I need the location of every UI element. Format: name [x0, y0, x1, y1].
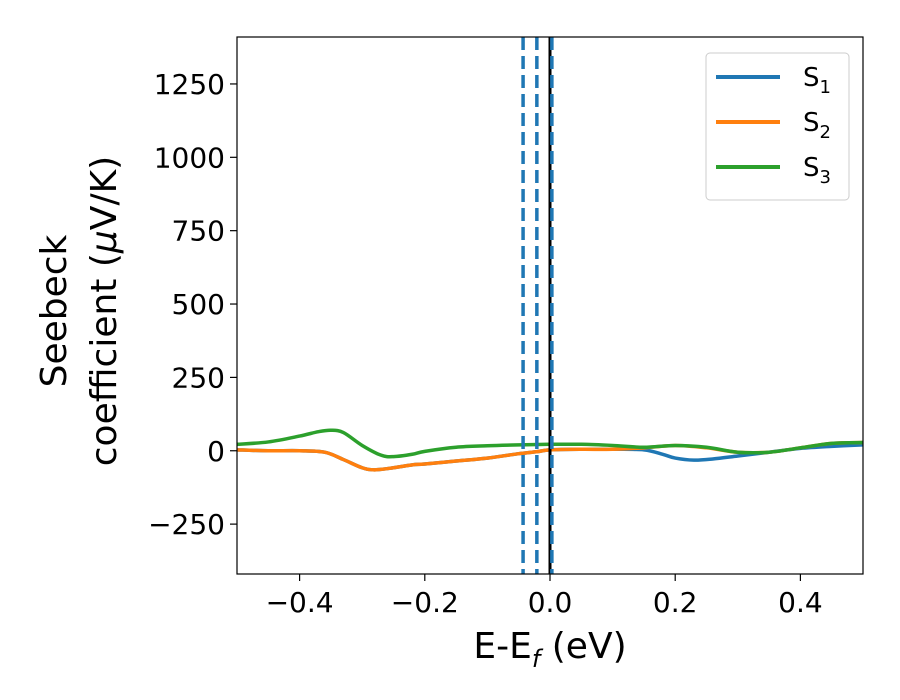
- y-tick-label: 250: [172, 361, 225, 394]
- y-axis-label-line2: coefficient (μV/K): [84, 156, 125, 466]
- x-axis-ticks: −0.4 −0.2 0.0 0.2 0.4: [266, 574, 823, 619]
- series-lines: [237, 428, 863, 472]
- y-axis-label: Seebeck coefficient (μV/K): [34, 156, 125, 466]
- y-axis-label-line1: Seebeck: [34, 234, 75, 387]
- x-axis-label: E-Ef (eV): [473, 626, 626, 673]
- y-tick-label: 1250: [154, 68, 225, 101]
- y-tick-label: −250: [148, 508, 225, 541]
- legend-label-s1: S1: [803, 63, 831, 98]
- y-tick-label: 500: [172, 288, 225, 321]
- legend: S1 S2 S3: [705, 52, 850, 201]
- x-tick-label: −0.2: [391, 586, 459, 619]
- reference-lines: [521, 37, 554, 574]
- legend-box: [705, 52, 850, 201]
- legend-label-s2: S2: [803, 108, 831, 143]
- y-tick-label: 750: [172, 215, 225, 248]
- y-tick-label: 0: [207, 435, 225, 468]
- x-tick-label: 0.4: [778, 586, 823, 619]
- x-tick-label: 0.0: [528, 586, 573, 619]
- series-line-s3: [237, 428, 863, 459]
- y-axis-ticks: −250 0 250 500 750 1000 1250: [148, 68, 237, 541]
- x-tick-label: 0.2: [653, 586, 698, 619]
- y-tick-label: 1000: [154, 141, 225, 174]
- legend-label-s3: S3: [803, 153, 831, 188]
- x-tick-label: −0.4: [266, 586, 334, 619]
